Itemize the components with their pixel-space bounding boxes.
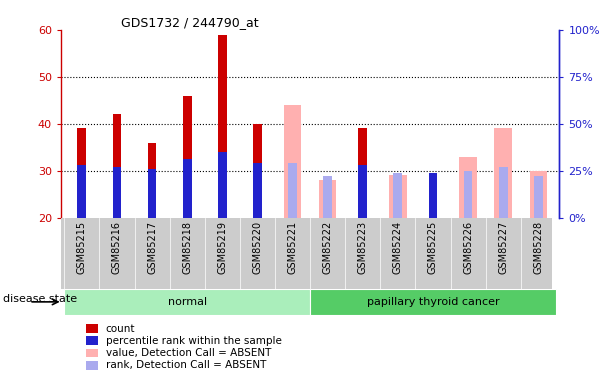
Bar bbox=[86, 324, 98, 333]
Bar bbox=[323, 176, 332, 218]
Text: GSM85215: GSM85215 bbox=[77, 221, 87, 274]
Bar bbox=[429, 176, 437, 217]
Bar bbox=[183, 159, 192, 218]
Bar bbox=[429, 172, 437, 217]
Bar bbox=[148, 142, 156, 218]
Bar bbox=[310, 289, 556, 315]
Text: GSM85224: GSM85224 bbox=[393, 221, 403, 274]
Bar bbox=[459, 157, 477, 218]
Bar bbox=[77, 165, 86, 218]
Bar bbox=[86, 361, 98, 369]
Bar bbox=[218, 35, 227, 218]
Text: count: count bbox=[106, 324, 135, 334]
Text: GDS1732 / 244790_at: GDS1732 / 244790_at bbox=[120, 16, 258, 29]
Bar bbox=[86, 349, 98, 357]
Bar bbox=[464, 171, 472, 217]
Bar bbox=[530, 171, 547, 217]
Bar bbox=[253, 124, 262, 218]
Text: GSM85219: GSM85219 bbox=[217, 221, 227, 274]
Text: disease state: disease state bbox=[3, 294, 77, 304]
Bar bbox=[112, 114, 122, 218]
Bar bbox=[148, 169, 156, 217]
Bar bbox=[288, 163, 297, 218]
Bar bbox=[86, 336, 98, 345]
Bar bbox=[284, 105, 302, 218]
Bar bbox=[499, 167, 508, 218]
Bar bbox=[393, 172, 402, 217]
Bar bbox=[253, 163, 262, 218]
Bar bbox=[358, 128, 367, 217]
Text: papillary thyroid cancer: papillary thyroid cancer bbox=[367, 297, 499, 307]
Text: value, Detection Call = ABSENT: value, Detection Call = ABSENT bbox=[106, 348, 271, 358]
Bar bbox=[319, 180, 336, 218]
Text: rank, Detection Call = ABSENT: rank, Detection Call = ABSENT bbox=[106, 360, 266, 370]
Text: GSM85217: GSM85217 bbox=[147, 221, 157, 274]
Text: GSM85218: GSM85218 bbox=[182, 221, 192, 274]
Text: normal: normal bbox=[168, 297, 207, 307]
Bar bbox=[389, 176, 407, 217]
Bar bbox=[218, 152, 227, 217]
Bar bbox=[112, 167, 122, 218]
Text: GSM85216: GSM85216 bbox=[112, 221, 122, 274]
Text: GSM85221: GSM85221 bbox=[288, 221, 297, 274]
Text: GSM85227: GSM85227 bbox=[498, 221, 508, 274]
Bar bbox=[534, 176, 543, 218]
Text: GSM85222: GSM85222 bbox=[323, 221, 333, 274]
Text: percentile rank within the sample: percentile rank within the sample bbox=[106, 336, 282, 346]
Text: GSM85225: GSM85225 bbox=[428, 221, 438, 274]
Text: GSM85228: GSM85228 bbox=[533, 221, 544, 274]
Text: GSM85226: GSM85226 bbox=[463, 221, 473, 274]
Bar bbox=[358, 165, 367, 218]
Bar bbox=[183, 96, 192, 218]
Bar bbox=[77, 128, 86, 217]
Text: GSM85220: GSM85220 bbox=[252, 221, 263, 274]
Text: GSM85223: GSM85223 bbox=[358, 221, 368, 274]
Bar bbox=[494, 128, 512, 217]
Bar bbox=[64, 289, 310, 315]
